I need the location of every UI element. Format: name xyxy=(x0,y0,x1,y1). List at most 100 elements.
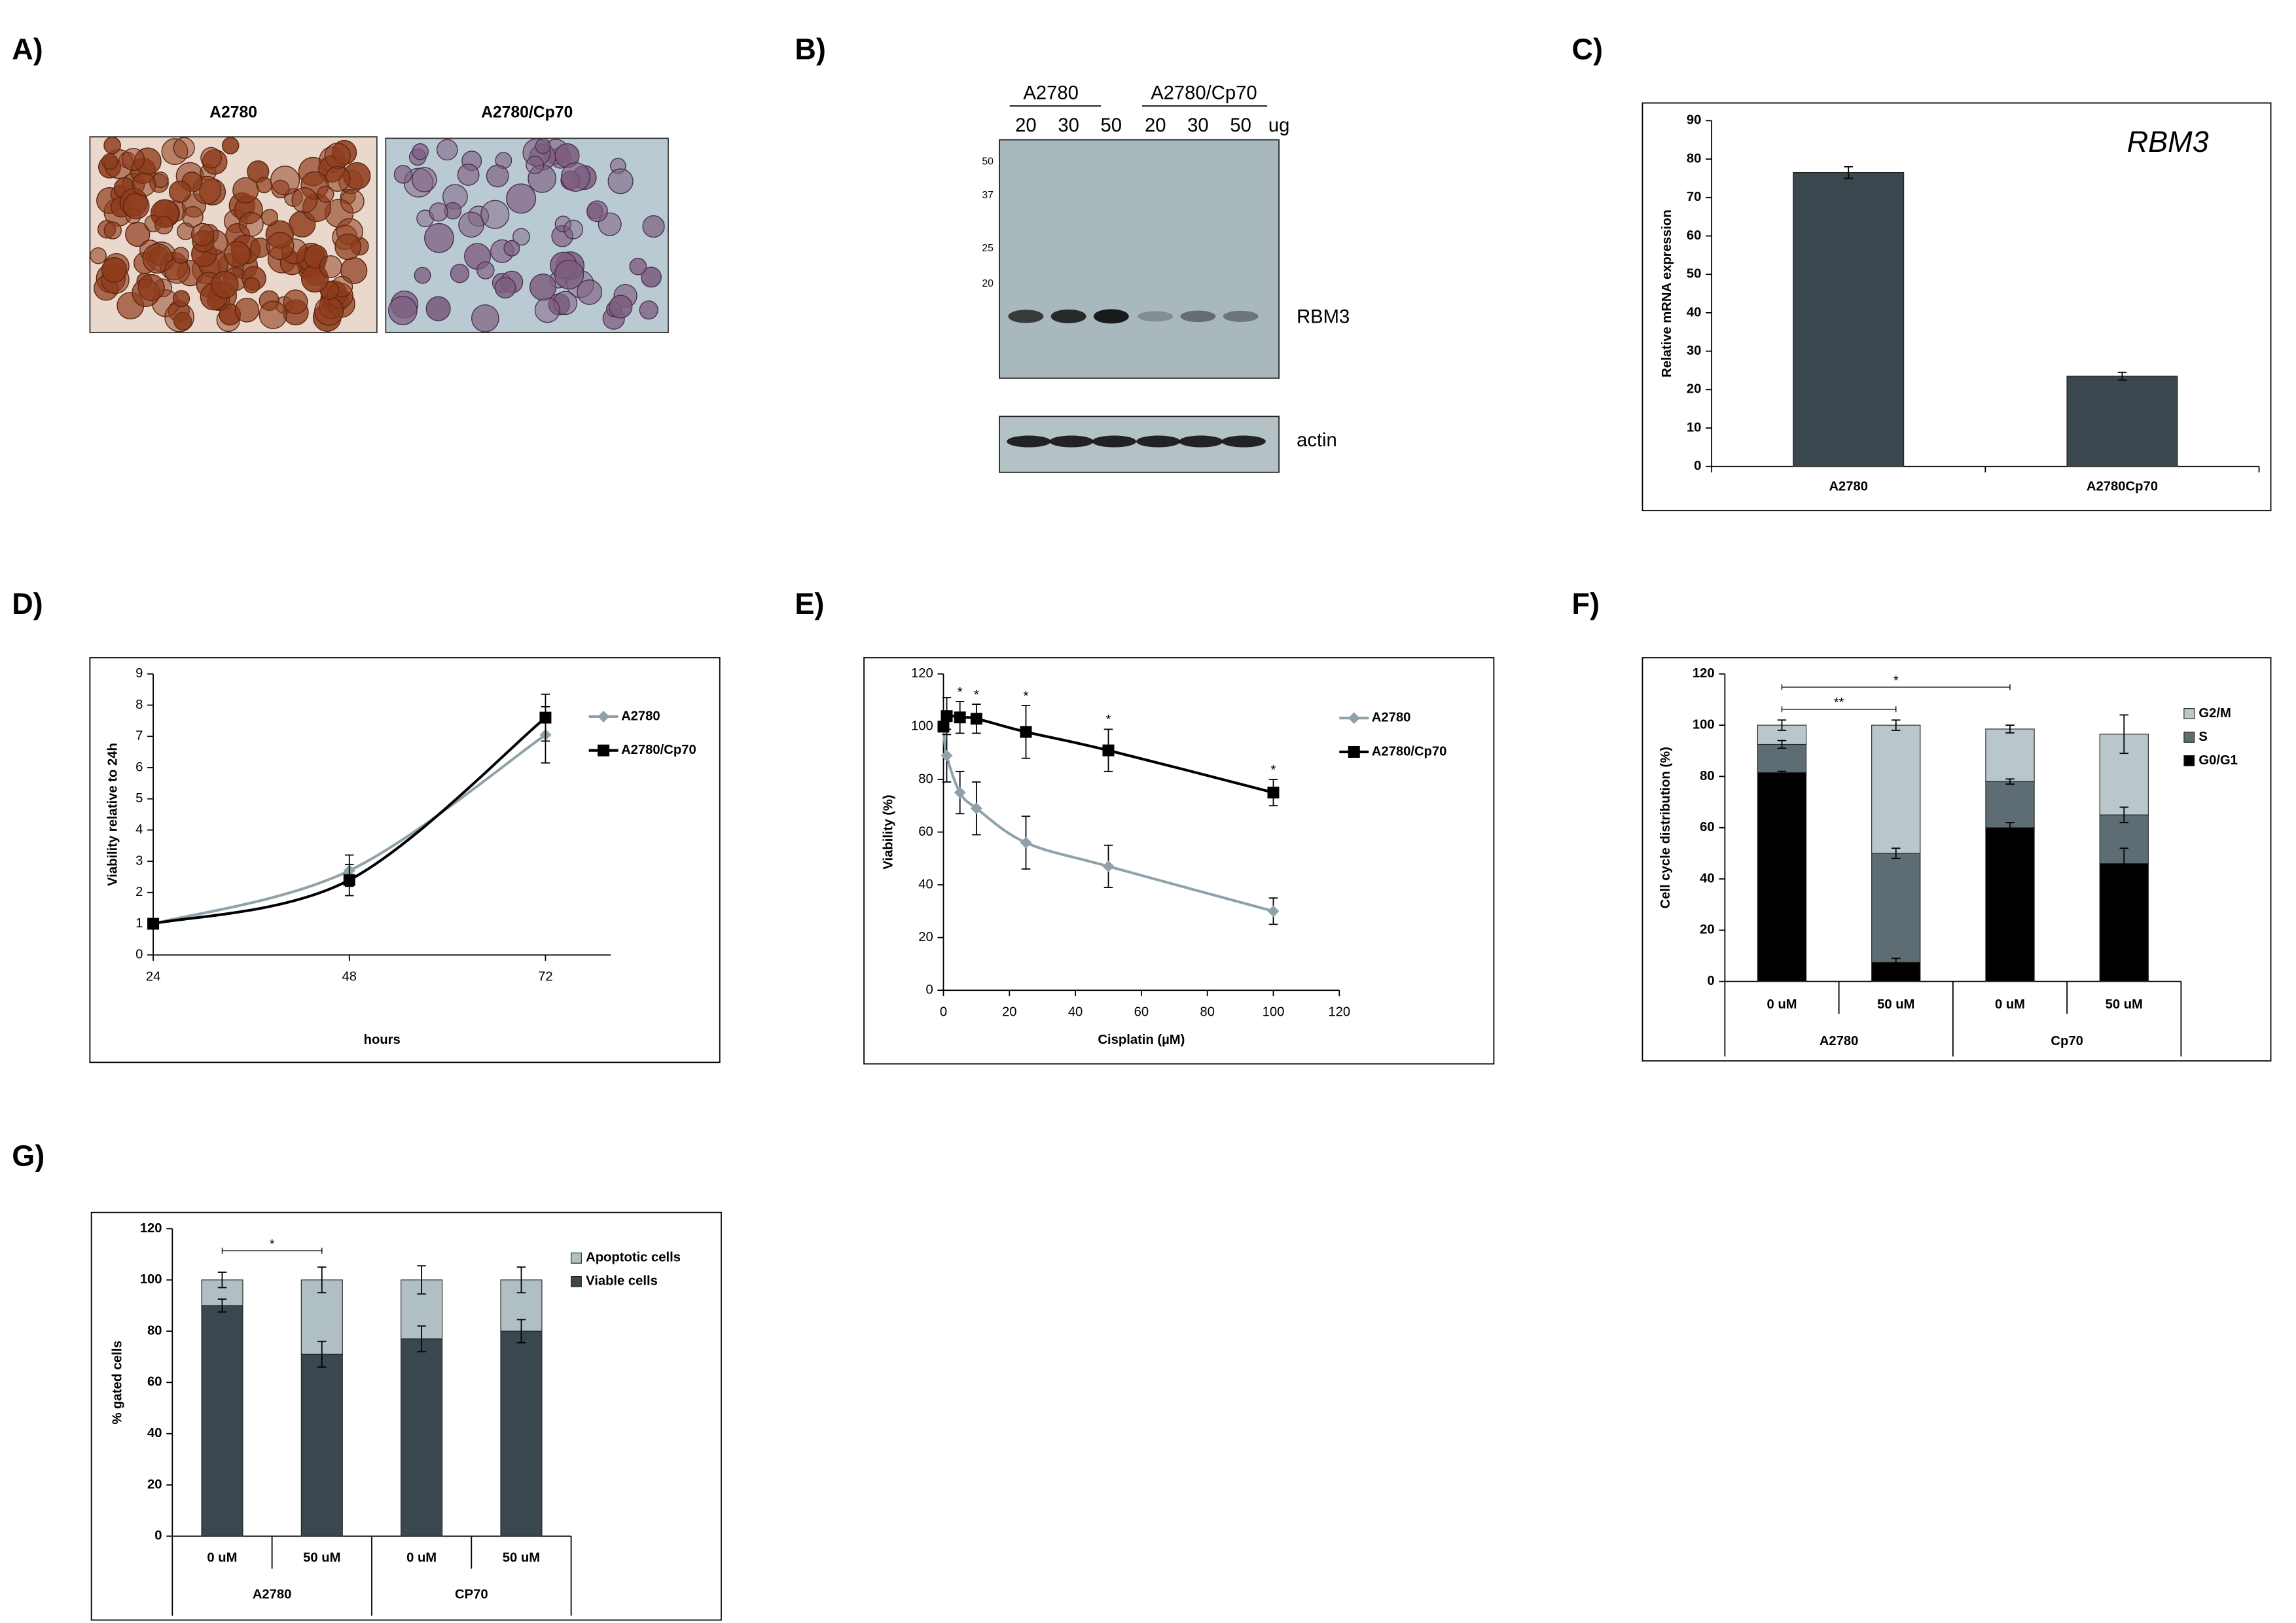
cell xyxy=(122,148,145,171)
y-tick-label: 0 xyxy=(154,1529,162,1543)
cell xyxy=(182,206,204,228)
error-bar xyxy=(1844,166,1853,179)
cell xyxy=(554,259,584,290)
cell xyxy=(172,247,190,264)
panel-label: C) xyxy=(1572,33,1603,66)
cell xyxy=(436,139,458,161)
y-tick-label: 90 xyxy=(1687,113,1702,128)
y-tick-label: 3 xyxy=(135,853,143,868)
error-bar xyxy=(217,1298,227,1313)
cell xyxy=(190,223,215,247)
error-bar xyxy=(2117,372,2127,381)
lane-label: 50 xyxy=(1230,115,1251,136)
cell xyxy=(639,300,658,320)
cell xyxy=(506,183,537,214)
panel-label: A) xyxy=(12,33,43,66)
cell xyxy=(243,277,260,294)
y-tick-label: 2 xyxy=(135,885,143,899)
x-tick-label: 80 xyxy=(1200,1005,1215,1019)
cell xyxy=(526,155,545,174)
cell xyxy=(319,255,342,279)
legend-label: A2780 xyxy=(1372,711,1411,725)
cell xyxy=(261,209,279,226)
cell xyxy=(101,153,118,170)
cell xyxy=(629,257,647,276)
legend-swatch xyxy=(2183,708,2195,719)
y-tick-label: 80 xyxy=(147,1323,162,1338)
y-axis-label: Cell cycle distribution (%) xyxy=(1659,747,1673,908)
cell xyxy=(314,296,344,326)
y-axis-label: Viability relative to 24h xyxy=(106,743,120,886)
x-tick-label: 20 xyxy=(1002,1005,1017,1019)
x-tick-label: 120 xyxy=(1328,1005,1350,1019)
cell xyxy=(266,232,295,260)
x-tick-label: A2780 xyxy=(1829,480,1868,494)
cell xyxy=(494,277,516,299)
legend-swatch xyxy=(571,1275,582,1287)
y-tick-label: 20 xyxy=(1700,923,1715,937)
cell xyxy=(577,279,603,305)
point xyxy=(954,787,966,799)
x-tick-label: 50 uM xyxy=(1877,997,1914,1012)
legend-swatch xyxy=(2183,755,2195,766)
legend-label: G0/G1 xyxy=(2198,753,2238,768)
cell xyxy=(291,187,318,213)
cell xyxy=(334,233,361,260)
y-tick-label: 40 xyxy=(147,1426,162,1440)
blot-band xyxy=(1093,309,1129,324)
y-tick-label: 120 xyxy=(911,666,933,681)
cell xyxy=(503,240,520,257)
significance-star: * xyxy=(1024,689,1029,704)
bar-segment xyxy=(1757,743,1807,774)
blot-band xyxy=(1138,311,1174,322)
legend-marker xyxy=(1348,712,1360,724)
blot-band xyxy=(1221,435,1266,448)
y-tick-label: 20 xyxy=(147,1477,162,1491)
bar xyxy=(1793,171,1905,467)
error-bar xyxy=(1892,847,1901,859)
cell xyxy=(164,302,194,332)
image-title: A2780/Cp70 xyxy=(481,104,573,122)
x-tick-label: 40 xyxy=(1068,1005,1083,1019)
cell xyxy=(424,223,454,253)
significance-star: * xyxy=(1271,763,1276,777)
cell xyxy=(457,164,480,186)
x-tick-label: 0 uM xyxy=(406,1550,437,1565)
y-tick-label: 80 xyxy=(1687,151,1702,166)
cell xyxy=(101,257,128,283)
cell xyxy=(560,162,590,192)
error-bar xyxy=(417,1325,426,1353)
point xyxy=(1267,905,1280,918)
cell xyxy=(607,168,634,194)
cell xyxy=(393,165,413,184)
bar-segment xyxy=(1871,724,1921,854)
x-tick-label: 60 xyxy=(1134,1005,1149,1019)
cell xyxy=(90,247,107,264)
y-axis-label: Viability (%) xyxy=(882,794,896,869)
y-tick-label: 30 xyxy=(1687,344,1702,358)
point xyxy=(147,918,160,930)
lane-label: 30 xyxy=(1058,115,1079,136)
y-tick-label: 60 xyxy=(1700,820,1715,834)
cell xyxy=(641,266,662,288)
cell xyxy=(388,296,418,325)
x-tick-label: A2780Cp70 xyxy=(2087,480,2158,494)
legend-marker xyxy=(1348,745,1360,758)
point xyxy=(1020,726,1032,738)
y-tick-label: 5 xyxy=(135,791,143,806)
significance-bracket xyxy=(1781,684,2011,690)
legend-label: A2780/Cp70 xyxy=(621,743,696,757)
cell xyxy=(412,143,429,160)
point xyxy=(1102,744,1115,757)
legend-label: Viable cells xyxy=(586,1274,658,1289)
error-bar xyxy=(317,1266,327,1294)
error-bar xyxy=(217,1272,227,1289)
error-bar xyxy=(1777,719,1787,731)
point xyxy=(343,874,355,886)
cell xyxy=(529,274,557,301)
cell xyxy=(586,200,609,223)
x-tick-label: 0 uM xyxy=(1995,997,2025,1012)
cell xyxy=(414,266,431,284)
error-bar xyxy=(417,1265,426,1295)
significance-star: * xyxy=(1106,713,1111,727)
